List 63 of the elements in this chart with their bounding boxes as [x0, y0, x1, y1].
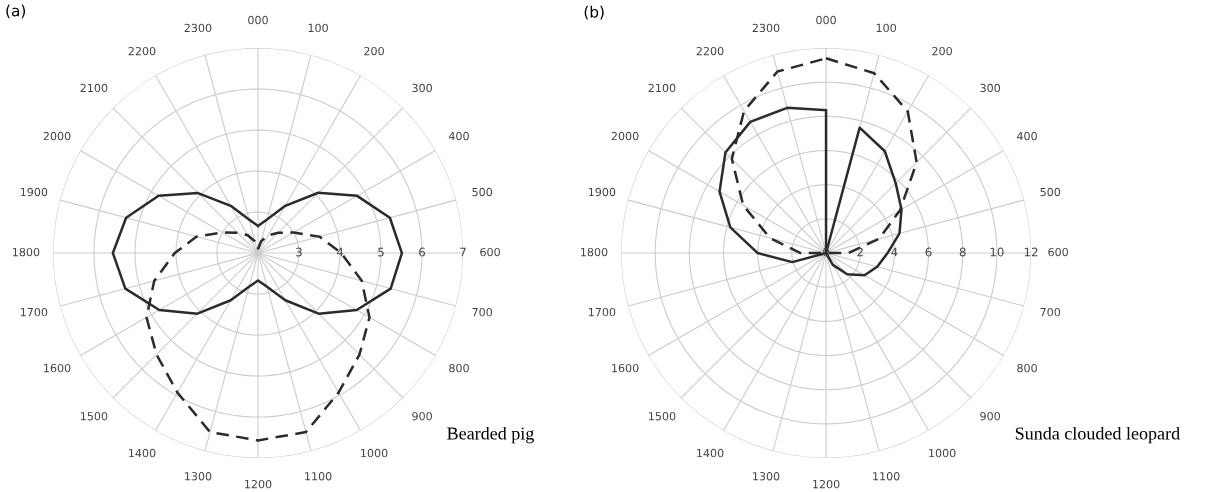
chart-title: (a) — [6, 4, 26, 19]
spoke-label: 400 — [1016, 131, 1037, 141]
spoke-label: 1600 — [612, 363, 639, 373]
spoke-label: 200 — [932, 46, 952, 56]
spoke-label: 800 — [449, 363, 469, 373]
spoke-label: 1400 — [697, 448, 724, 458]
spoke-label: 700 — [472, 307, 493, 317]
spoke-label: 900 — [412, 411, 432, 421]
spoke-label: 1100 — [873, 472, 900, 481]
y-tick-label: 4 — [336, 247, 344, 257]
spoke-label: 1800 — [581, 247, 608, 257]
spoke-label: 2100 — [648, 83, 676, 93]
y-tick-label: 6 — [925, 247, 932, 257]
spoke-label: 1500 — [80, 411, 108, 421]
y-tick-label: 6 — [419, 247, 426, 257]
spoke-label: 300 — [412, 83, 432, 93]
spoke-label: 1200 — [813, 479, 840, 489]
spoke-label: 2200 — [128, 46, 156, 56]
spoke-label: 1700 — [588, 307, 616, 317]
spoke-label: 600 — [480, 247, 500, 257]
spoke-label: 100 — [876, 23, 896, 33]
spoke-label: 000 — [248, 15, 268, 25]
text: Bearded pig — [447, 426, 534, 444]
spoke-label: 2000 — [43, 131, 71, 141]
spoke-label: 500 — [472, 187, 493, 197]
spoke-label: 1600 — [44, 363, 71, 373]
spoke-label: 1300 — [753, 472, 780, 481]
spoke-label: 1900 — [20, 187, 48, 197]
y-tick-label: 10 — [990, 247, 1004, 257]
chart-title: (b) — [584, 5, 604, 20]
spoke-label: 200 — [364, 46, 384, 56]
spoke-label: 300 — [980, 83, 1001, 93]
y-tick-label: 2 — [857, 247, 863, 257]
spoke-label: 2300 — [752, 23, 780, 33]
spoke-label: 900 — [980, 411, 1001, 421]
spoke-label: 1000 — [929, 448, 956, 458]
spoke-label: 700 — [1040, 307, 1061, 317]
y-tick-label: 3 — [296, 247, 302, 257]
y-tick-label: 4 — [891, 247, 898, 257]
spoke-label: 1800 — [13, 247, 40, 257]
spoke-label: 1300 — [185, 472, 212, 481]
spoke-label: 1900 — [588, 187, 616, 197]
spoke-label: 000 — [816, 15, 836, 25]
spoke-label: 1100 — [305, 472, 332, 481]
y-tick-label: 8 — [959, 247, 966, 257]
spoke-label: 100 — [308, 23, 328, 33]
spoke-label: 2000 — [611, 131, 639, 141]
y-tick-label: 5 — [378, 247, 384, 257]
spoke-label: 2300 — [184, 23, 212, 33]
y-tick-label: 7 — [460, 247, 466, 257]
spoke-label: 2100 — [80, 83, 108, 93]
spoke-label: 1500 — [649, 411, 676, 421]
spoke-label: 1200 — [245, 479, 272, 489]
spoke-label: 1700 — [20, 307, 48, 317]
spoke-label: 400 — [448, 131, 469, 141]
spoke-label: 500 — [1040, 187, 1061, 197]
spoke-label: 2200 — [696, 46, 724, 56]
spoke-label: 800 — [1017, 363, 1037, 373]
spoke-label: 1400 — [129, 448, 156, 458]
spoke-label: 600 — [1048, 247, 1068, 257]
spoke-label: 1000 — [361, 448, 388, 458]
y-tick-label: 12 — [1024, 247, 1038, 257]
text: Sunda clouded leopard — [1015, 426, 1180, 444]
